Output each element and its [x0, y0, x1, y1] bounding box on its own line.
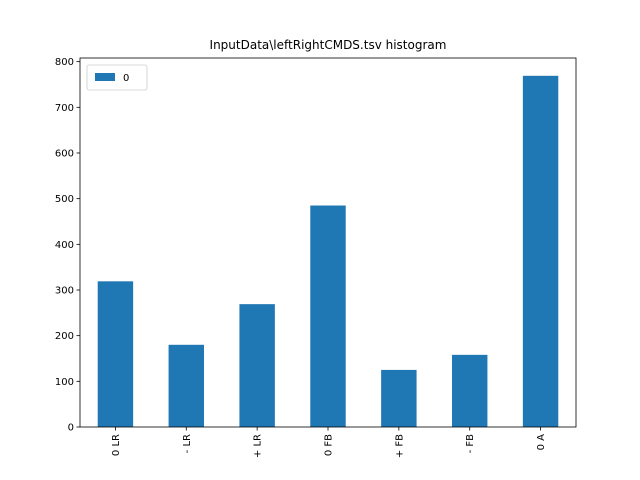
- y-tick-label: 100: [55, 377, 74, 388]
- bar: [97, 281, 134, 427]
- bar: [239, 304, 275, 427]
- bar: [381, 369, 417, 427]
- x-tick-label: - LR: [182, 434, 193, 453]
- y-tick-label: 400: [55, 240, 74, 251]
- bar: [310, 205, 346, 427]
- y-tick-label: 600: [55, 148, 74, 159]
- bar: [452, 354, 488, 427]
- x-tick-label: - FB: [465, 434, 476, 454]
- y-tick-label: 200: [55, 331, 74, 342]
- chart-title: InputData\leftRightCMDS.tsv histogram: [210, 38, 447, 52]
- x-tick-label: 0 LR: [111, 434, 122, 456]
- x-tick-label: 0 A: [536, 434, 547, 451]
- bar: [522, 75, 559, 428]
- x-tick-label: + LR: [253, 434, 264, 458]
- legend-swatch: [95, 73, 115, 81]
- y-tick-label: 700: [55, 103, 74, 114]
- y-tick-label: 800: [55, 57, 74, 68]
- legend-box: [86, 64, 148, 91]
- legend-label: 0: [123, 73, 129, 84]
- y-tick-label: 500: [55, 194, 74, 205]
- x-tick-label: + FB: [394, 434, 405, 458]
- x-tick-label: 0 FB: [324, 434, 335, 456]
- y-tick-label: 300: [55, 285, 74, 296]
- bar: [168, 344, 204, 427]
- y-tick-label: 0: [68, 423, 74, 434]
